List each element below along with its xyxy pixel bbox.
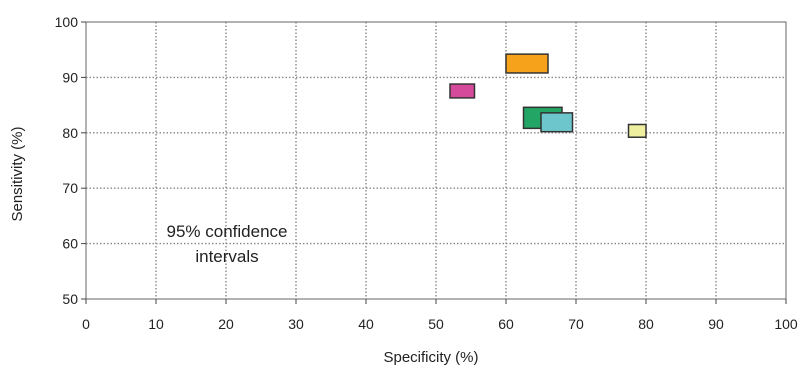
tick-labels: 0 10 20 30 40 50 60 70 80 90 100 50 60 70 80 90 100 — [55, 14, 798, 332]
x-tick-label: 100 — [774, 316, 798, 332]
x-tick-label: 20 — [218, 316, 234, 332]
x-tick-label: 40 — [358, 316, 374, 332]
confidence-box — [627, 123, 647, 138]
x-tick-label: 30 — [288, 316, 304, 332]
annotation-line-2: intervals — [195, 247, 258, 266]
x-tick-label: 0 — [82, 316, 90, 332]
y-tick-label: 60 — [62, 236, 78, 252]
confidence-boxes — [449, 53, 647, 138]
y-axis-label: Sensitivity (%) — [9, 126, 26, 221]
y-tick-label: 80 — [62, 125, 78, 141]
x-axis-label: Specificity (%) — [383, 349, 478, 366]
y-tick-label: 50 — [62, 291, 78, 307]
y-tick-label: 100 — [55, 14, 79, 30]
x-tick-label: 50 — [428, 316, 444, 332]
x-tick-label: 90 — [708, 316, 724, 332]
y-tick-label: 90 — [62, 69, 78, 85]
grid-layer — [86, 22, 786, 299]
x-tick-label: 10 — [148, 316, 164, 332]
axes — [81, 21, 787, 304]
x-tick-label: 60 — [498, 316, 514, 332]
confidence-box — [449, 83, 476, 99]
annotation-line-1: 95% confidence — [167, 222, 288, 241]
confidence-box — [540, 112, 574, 133]
confidence-box — [505, 53, 549, 74]
x-tick-label: 70 — [568, 316, 584, 332]
x-tick-label: 80 — [638, 316, 654, 332]
y-tick-label: 70 — [62, 180, 78, 196]
